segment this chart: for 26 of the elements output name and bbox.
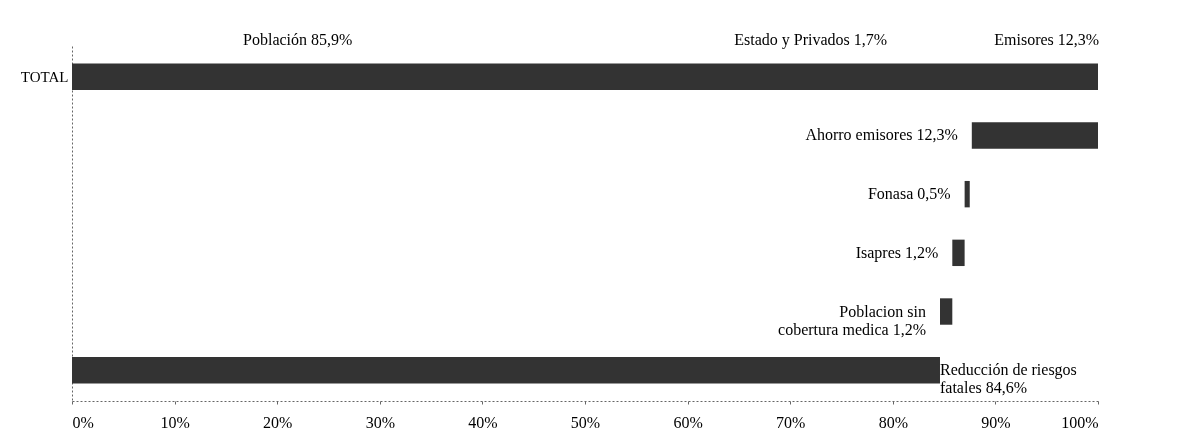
x-tick-label: 20% (263, 413, 293, 431)
bar (72, 63, 1098, 91)
data-label: Isapres 1,2% (855, 243, 939, 262)
x-tick-label: 40% (468, 413, 498, 431)
data-label: Fonasa 0,5% (867, 185, 951, 203)
x-tick-label: 50% (570, 413, 601, 431)
x-tick-label: 60% (673, 413, 703, 431)
bar (952, 239, 965, 267)
annotation: Estado y Privados 1,7% (734, 31, 888, 49)
x-tick-label: 0% (72, 413, 94, 431)
x-tick-label: 80% (878, 413, 908, 431)
bar (964, 180, 970, 208)
x-tick-label: 70% (776, 413, 806, 431)
data-label: Ahorro emisores 12,3% (805, 126, 958, 144)
y-tick-label: TOTAL (20, 68, 69, 85)
x-tick-label: 30% (365, 413, 395, 431)
annotation: Población 85,9% (243, 31, 353, 48)
bar (971, 122, 1098, 149)
x-tick-label: 90% (981, 413, 1011, 431)
x-tick-label: 100% (1061, 413, 1099, 431)
bar (72, 356, 940, 384)
data-label: Reducción de riesgos fatales 84,6% (940, 361, 1077, 397)
x-tick-label: 10% (160, 413, 190, 431)
data-label: Poblacion sin cobertura medica 1,2% (778, 302, 926, 338)
annotation: Emisores 12,3% (994, 31, 1100, 48)
bar (940, 298, 953, 325)
